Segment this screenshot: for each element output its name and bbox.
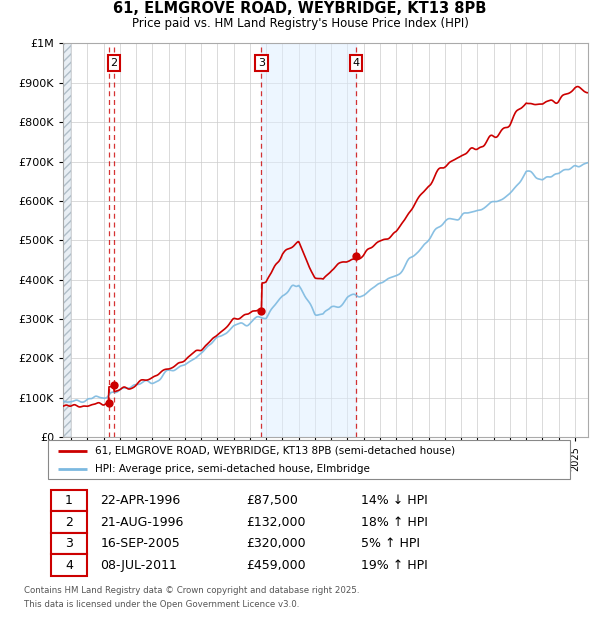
FancyBboxPatch shape	[50, 554, 87, 576]
Bar	[262, 43, 356, 437]
Text: £320,000: £320,000	[247, 537, 306, 550]
Text: 2: 2	[110, 58, 118, 68]
Text: £459,000: £459,000	[247, 559, 306, 572]
Text: £87,500: £87,500	[247, 494, 298, 507]
Text: 4: 4	[352, 58, 359, 68]
Text: 14% ↓ HPI: 14% ↓ HPI	[361, 494, 428, 507]
Text: 2: 2	[65, 516, 73, 529]
Text: 5% ↑ HPI: 5% ↑ HPI	[361, 537, 420, 550]
Text: This data is licensed under the Open Government Licence v3.0.: This data is licensed under the Open Gov…	[24, 600, 299, 609]
FancyBboxPatch shape	[50, 533, 87, 554]
Text: 4: 4	[65, 559, 73, 572]
Text: 22-APR-1996: 22-APR-1996	[100, 494, 181, 507]
Text: Contains HM Land Registry data © Crown copyright and database right 2025.: Contains HM Land Registry data © Crown c…	[24, 586, 359, 595]
Text: 61, ELMGROVE ROAD, WEYBRIDGE, KT13 8PB: 61, ELMGROVE ROAD, WEYBRIDGE, KT13 8PB	[113, 1, 487, 16]
Text: 21-AUG-1996: 21-AUG-1996	[100, 516, 184, 529]
FancyBboxPatch shape	[50, 490, 87, 511]
Text: 18% ↑ HPI: 18% ↑ HPI	[361, 516, 428, 529]
Text: 08-JUL-2011: 08-JUL-2011	[100, 559, 177, 572]
Text: Price paid vs. HM Land Registry's House Price Index (HPI): Price paid vs. HM Land Registry's House …	[131, 17, 469, 30]
Text: 3: 3	[65, 537, 73, 550]
Text: 3: 3	[258, 58, 265, 68]
FancyBboxPatch shape	[50, 512, 87, 533]
Text: 16-SEP-2005: 16-SEP-2005	[100, 537, 180, 550]
Text: 19% ↑ HPI: 19% ↑ HPI	[361, 559, 428, 572]
Text: 61, ELMGROVE ROAD, WEYBRIDGE, KT13 8PB (semi-detached house): 61, ELMGROVE ROAD, WEYBRIDGE, KT13 8PB (…	[95, 446, 455, 456]
Text: 1: 1	[65, 494, 73, 507]
Text: HPI: Average price, semi-detached house, Elmbridge: HPI: Average price, semi-detached house,…	[95, 464, 370, 474]
Text: £132,000: £132,000	[247, 516, 306, 529]
